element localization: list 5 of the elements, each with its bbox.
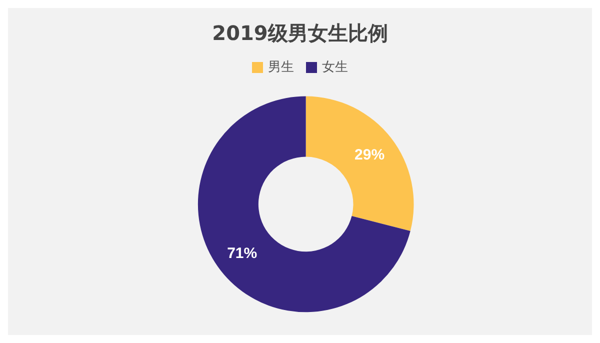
chart-title: 2019级男女生比例 [212,21,388,45]
legend-label: 女生 [322,60,348,75]
data-label: 71% [227,245,258,262]
data-label: 29% [354,146,385,164]
legend-label: 男生 [268,60,294,75]
